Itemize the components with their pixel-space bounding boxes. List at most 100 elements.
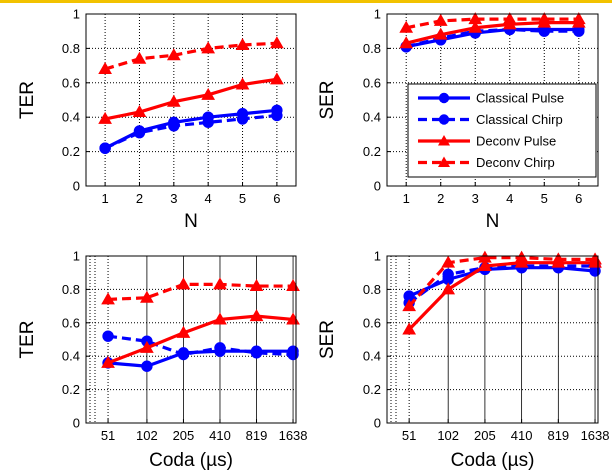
x-tick-label: 102 — [437, 428, 459, 443]
x-tick-labels: 51 102 205 410 819 1638 — [402, 428, 610, 443]
y-tick-label: 0.4 — [363, 110, 381, 125]
data-point — [402, 322, 417, 335]
x-tick-label: 3 — [472, 191, 479, 206]
x-tick-label: 1 — [403, 191, 410, 206]
data-point — [551, 252, 566, 265]
y-tick-labels: 0 0.2 0.4 0.6 0.8 1 — [62, 7, 80, 194]
data-point — [201, 87, 216, 100]
y-tick-label: 0 — [374, 179, 381, 194]
y-tick-label: 0.2 — [363, 144, 381, 159]
data-point — [132, 105, 147, 118]
y-tick-label: 0 — [73, 416, 80, 431]
data-point — [176, 277, 191, 290]
y-tick-label: 0.6 — [62, 315, 80, 330]
data-point — [98, 62, 112, 75]
data-point — [442, 268, 454, 281]
y-axis-label: TER — [17, 321, 38, 359]
data-point — [133, 126, 146, 139]
data-point — [235, 37, 250, 50]
y-tick-label: 0.2 — [62, 382, 80, 397]
data-point — [478, 259, 492, 272]
y-tick-label: 0.4 — [363, 349, 381, 364]
data-point — [287, 348, 299, 361]
series-line — [107, 282, 294, 302]
x-axis-label: Coda (µs) — [451, 450, 535, 471]
x-tick-label: 5 — [239, 191, 246, 206]
data-point — [468, 12, 483, 25]
data-point — [402, 299, 417, 312]
data-point — [250, 347, 263, 359]
x-tick-label: 819 — [547, 428, 569, 443]
data-point — [270, 72, 284, 85]
data-point — [213, 277, 227, 290]
series-deconv-chirp — [402, 250, 602, 312]
axes-frame — [386, 13, 599, 187]
series-deconv-chirp — [98, 36, 284, 75]
x-tick-label: 51 — [402, 428, 416, 443]
data-point — [571, 12, 586, 25]
legend-label: Classical Pulse — [476, 91, 564, 106]
legend-marker — [438, 156, 450, 167]
data-point — [168, 120, 180, 132]
series-line — [408, 266, 596, 298]
series-line — [104, 77, 278, 121]
y-tick-label: 0.6 — [363, 75, 381, 90]
legend-label: Deconv Chirp — [476, 155, 555, 170]
data-point — [132, 51, 147, 64]
data-point — [213, 312, 227, 325]
x-tick-label: 205 — [173, 428, 195, 443]
data-point — [98, 111, 112, 124]
series-line — [104, 113, 278, 150]
series-line — [107, 349, 294, 368]
data-point — [141, 360, 153, 372]
x-tick-labels: 1 2 3 4 5 6 — [101, 191, 280, 206]
data-point — [502, 12, 517, 25]
data-point — [249, 309, 264, 322]
y-tick-label: 0.4 — [62, 110, 80, 125]
y-tick-label: 1 — [73, 7, 80, 22]
data-point — [140, 290, 154, 303]
y-tick-label: 0.6 — [62, 75, 80, 90]
x-tick-label: 4 — [506, 191, 513, 206]
data-point — [235, 77, 250, 90]
data-point — [177, 348, 190, 361]
y-tick-label: 0.4 — [62, 349, 80, 364]
x-tick-label: 1638 — [581, 428, 610, 443]
data-point — [214, 342, 226, 354]
data-point — [537, 12, 552, 25]
x-tick-label: 410 — [209, 428, 231, 443]
axes-frame — [386, 255, 599, 424]
x-tick-labels: 1 2 3 4 5 6 — [403, 191, 583, 206]
ser-vs-coda-chart: 51 102 205 410 819 1638 0 0.2 0.4 0.6 0.8 1 Coda (µs… — [317, 249, 610, 472]
x-tick-label: 819 — [246, 428, 268, 443]
series-line — [408, 264, 596, 305]
data-point — [201, 41, 216, 54]
series-line — [107, 334, 294, 357]
data-point — [101, 355, 115, 368]
data-point — [441, 282, 456, 295]
x-tick-label: 2 — [437, 191, 444, 206]
data-point — [140, 340, 154, 353]
data-point — [399, 20, 414, 33]
x-tick-label: 5 — [541, 191, 548, 206]
plot-area — [86, 14, 296, 186]
legend-marker — [438, 114, 450, 125]
ter-vs-n-chart: 1 2 3 4 5 6 0 0.2 0.4 0.6 0.8 1 N TER — [17, 7, 297, 232]
y-tick-label: 1 — [73, 249, 80, 264]
x-tick-label: 2 — [136, 191, 143, 206]
y-tick-label: 0.2 — [62, 144, 80, 159]
y-tick-label: 0.8 — [62, 282, 80, 297]
x-tick-label: 205 — [474, 428, 496, 443]
legend-entry: Classical Chirp — [418, 112, 563, 127]
x-tick-label: 3 — [170, 191, 177, 206]
x-tick-label: 4 — [205, 191, 212, 206]
data-point — [514, 250, 529, 263]
y-axis-label: TER — [17, 81, 38, 119]
x-tick-label: 6 — [575, 191, 582, 206]
y-tick-label: 0.2 — [363, 382, 381, 397]
y-tick-label: 0.8 — [363, 282, 381, 297]
y-tick-label: 1 — [374, 7, 381, 22]
series-deconv-pulse — [101, 309, 300, 368]
